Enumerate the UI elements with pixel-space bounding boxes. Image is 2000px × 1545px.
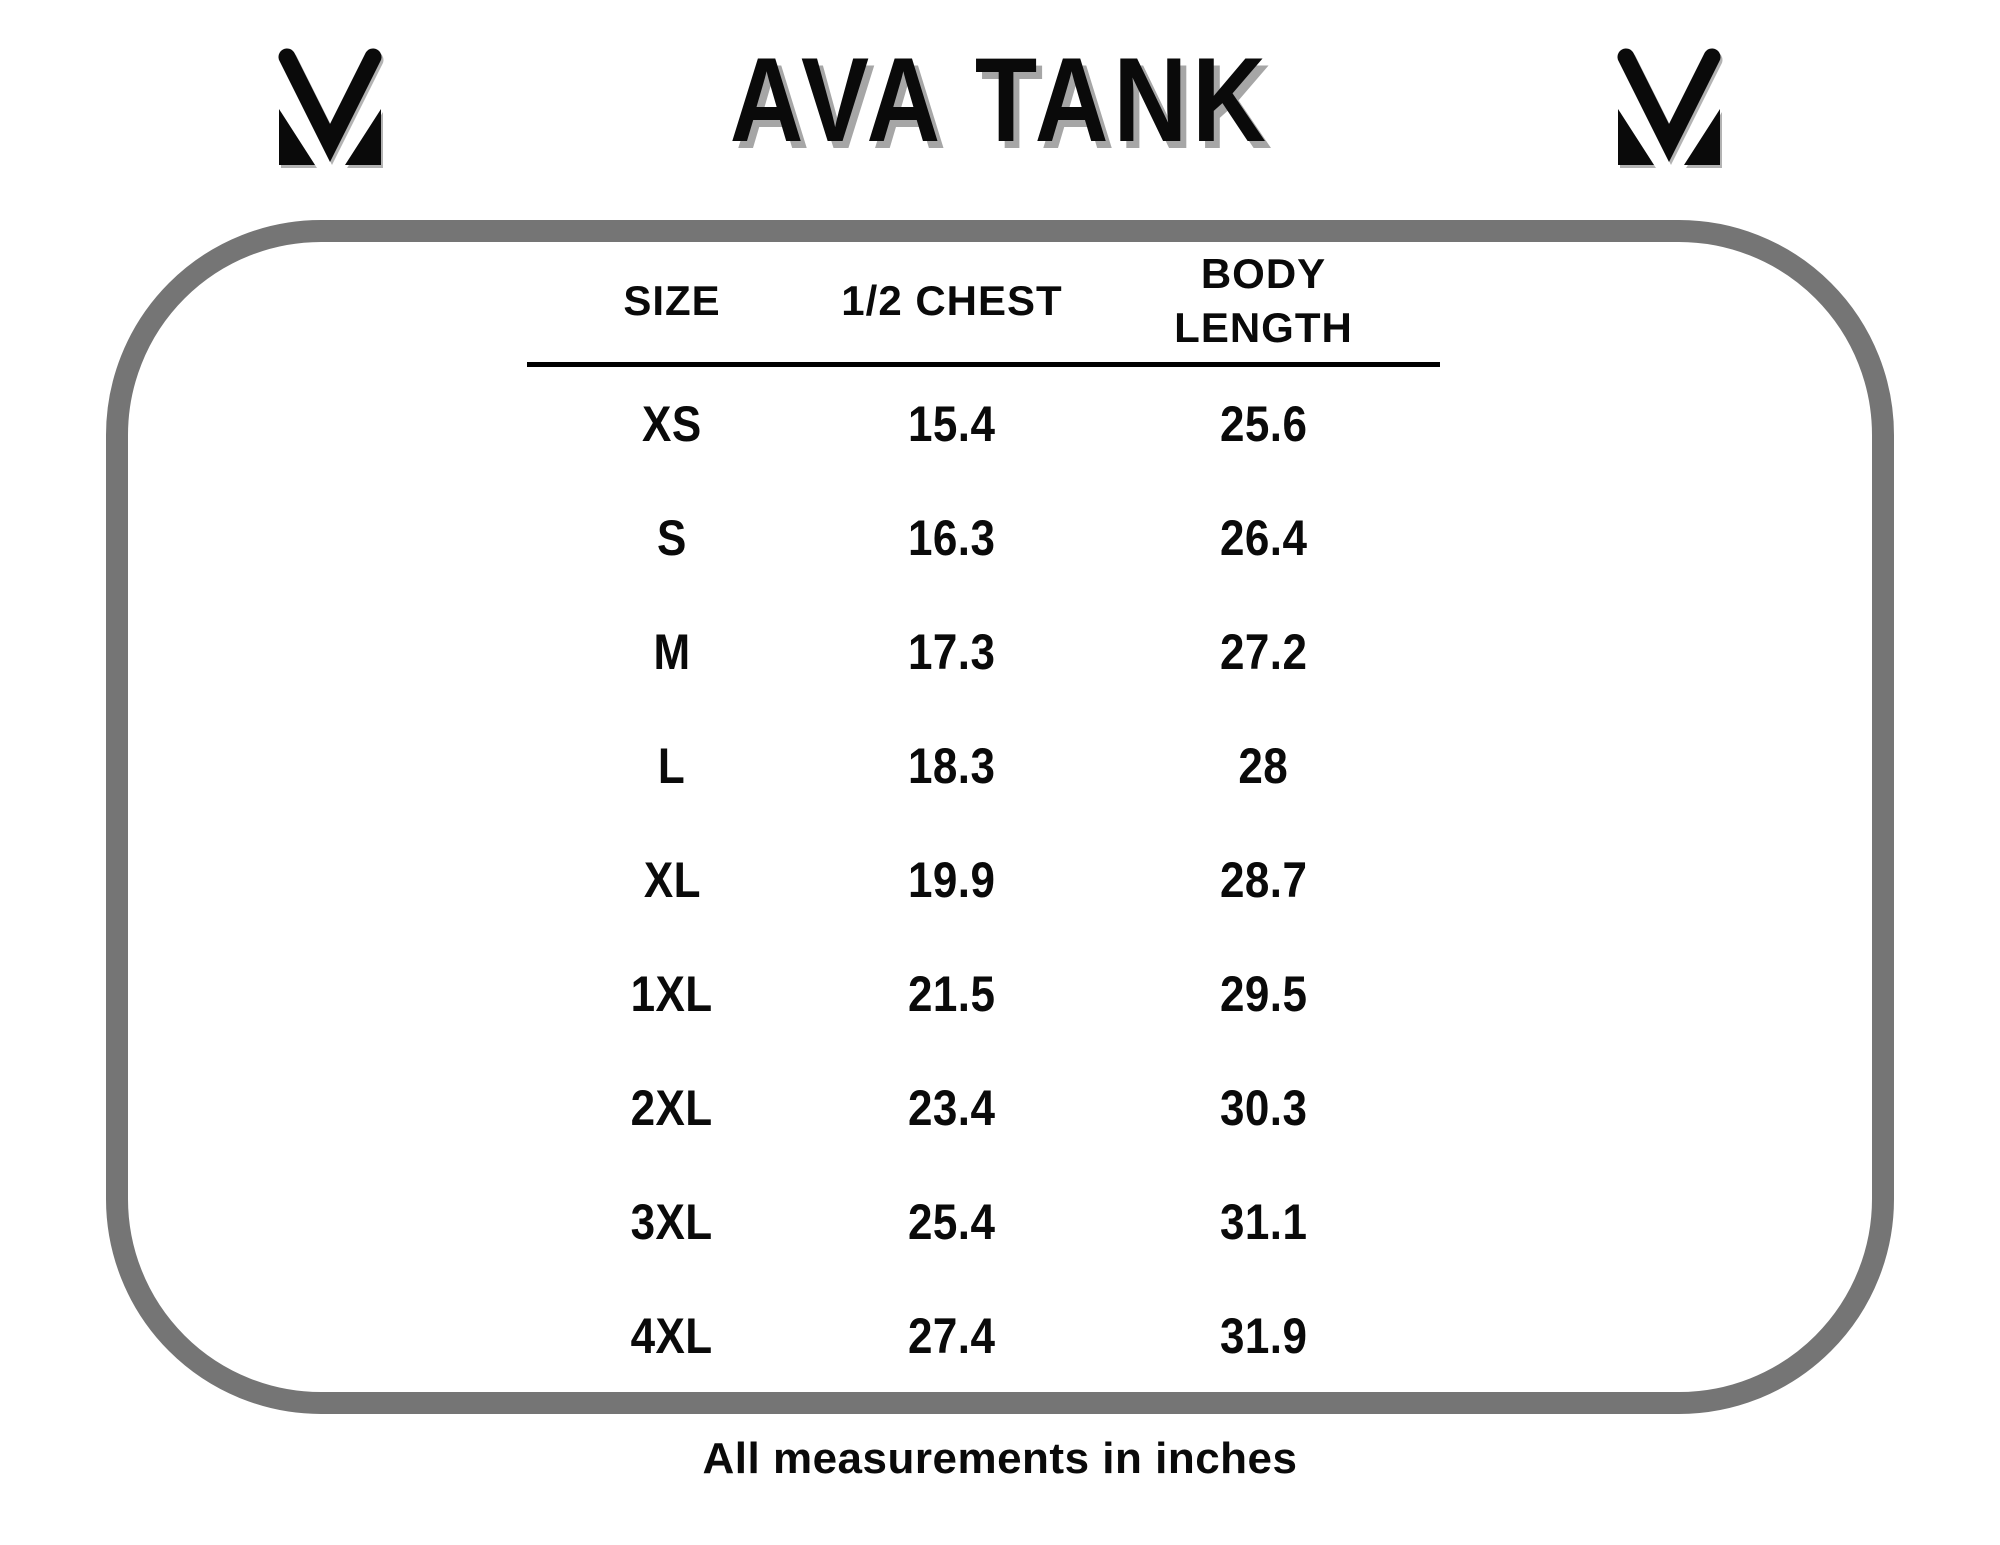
- cell-size: S: [657, 510, 687, 566]
- cell-half-chest: 15.4: [908, 396, 996, 452]
- brand-logo-right-icon: [1604, 46, 1734, 168]
- table-row: M 17.3 27.2: [527, 595, 1440, 709]
- cell-body-length: 27.2: [1219, 624, 1308, 680]
- cell-half-chest: 16.3: [908, 510, 996, 566]
- cell-body-length: 30.3: [1219, 1080, 1308, 1136]
- table-row: L 18.3 28: [527, 709, 1440, 823]
- cell-half-chest: 23.4: [908, 1080, 996, 1136]
- table-row: XS 15.4 25.6: [527, 367, 1440, 481]
- cell-size: M: [653, 624, 691, 680]
- cell-half-chest: 21.5: [908, 966, 996, 1022]
- cell-body-length: 26.4: [1219, 510, 1308, 566]
- column-header-body-length: BODY LENGTH: [1149, 247, 1379, 355]
- table-body: XS 15.4 25.6 S 16.3 26.4 M 17.3 27.2 L 1…: [527, 367, 1440, 1393]
- cell-body-length: 31.1: [1219, 1194, 1308, 1250]
- table-row: 2XL 23.4 30.3: [527, 1051, 1440, 1165]
- measurements-note: All measurements in inches: [0, 1434, 2000, 1484]
- cell-size: L: [658, 738, 686, 794]
- column-header-size: SIZE: [623, 277, 720, 325]
- column-header-half-chest-label: 1/2 CHEST: [841, 277, 1063, 324]
- mv-monogram-icon: [1617, 48, 1721, 165]
- header-divider: [527, 362, 1440, 367]
- cell-size: 2XL: [630, 1080, 714, 1136]
- brand-logo-left-icon: [265, 46, 395, 168]
- table-header-row: SIZE 1/2 CHEST BODY LENGTH: [527, 240, 1440, 362]
- measurements-note-text: All measurements in inches: [702, 1434, 1298, 1483]
- cell-size: 3XL: [630, 1194, 714, 1250]
- column-header-half-chest: 1/2 CHEST: [841, 277, 1062, 325]
- chart-frame: [106, 220, 1894, 1414]
- cell-size: XL: [643, 852, 701, 908]
- column-header-size-label: SIZE: [623, 277, 721, 324]
- cell-body-length: 28.7: [1219, 852, 1308, 908]
- column-header-body-length-label: BODY LENGTH: [1174, 250, 1353, 351]
- table-row: XL 19.9 28.7: [527, 823, 1440, 937]
- table-row: 1XL 21.5 29.5: [527, 937, 1440, 1051]
- page-title: AVA TANK: [0, 40, 2000, 160]
- table-row: 4XL 27.4 31.9: [527, 1279, 1440, 1393]
- cell-half-chest: 19.9: [908, 852, 996, 908]
- size-table: SIZE 1/2 CHEST BODY LENGTH XS 15.4 25.6 …: [527, 240, 1440, 1393]
- cell-body-length: 28: [1238, 738, 1289, 794]
- cell-body-length: 25.6: [1219, 396, 1308, 452]
- cell-body-length: 29.5: [1219, 966, 1308, 1022]
- cell-size: XS: [642, 396, 702, 452]
- cell-body-length: 31.9: [1219, 1308, 1308, 1364]
- cell-size: 1XL: [630, 966, 714, 1022]
- table-row: 3XL 25.4 31.1: [527, 1165, 1440, 1279]
- table-row: S 16.3 26.4: [527, 481, 1440, 595]
- cell-half-chest: 17.3: [908, 624, 996, 680]
- mv-monogram-icon: [278, 48, 382, 165]
- cell-half-chest: 25.4: [908, 1194, 996, 1250]
- cell-half-chest: 27.4: [908, 1308, 996, 1364]
- cell-half-chest: 18.3: [908, 738, 996, 794]
- cell-size: 4XL: [630, 1308, 714, 1364]
- page-title-text: AVA TANK: [729, 33, 1271, 167]
